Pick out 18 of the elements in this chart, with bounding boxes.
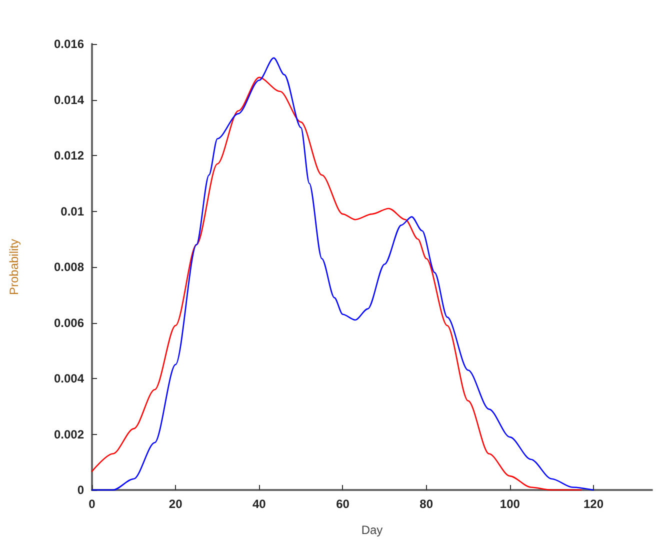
y-tick-label: 0.002 bbox=[54, 427, 84, 442]
y-tick-label: 0.012 bbox=[54, 148, 84, 162]
y-tick-label: 0.016 bbox=[54, 37, 84, 51]
x-tick-label: 120 bbox=[583, 497, 604, 511]
x-tick-label: 60 bbox=[336, 497, 350, 511]
y-tick-label: 0 bbox=[77, 483, 84, 497]
x-axis-title: Day bbox=[361, 523, 383, 537]
y-tick-label: 0.008 bbox=[54, 260, 84, 274]
y-tick-label: 0.004 bbox=[54, 372, 84, 386]
x-tick-label: 20 bbox=[168, 497, 183, 511]
x-tick-label: 100 bbox=[500, 497, 520, 511]
y-tick-label: 0.006 bbox=[54, 316, 84, 330]
y-tick-label: 0.014 bbox=[54, 92, 84, 107]
x-tick-label: 40 bbox=[252, 497, 266, 511]
x-tick-label: 0 bbox=[88, 497, 96, 511]
y-tick-label: 0.01 bbox=[60, 204, 84, 218]
y-axis-title: Probability bbox=[7, 238, 21, 296]
x-tick-label: 80 bbox=[420, 497, 434, 511]
